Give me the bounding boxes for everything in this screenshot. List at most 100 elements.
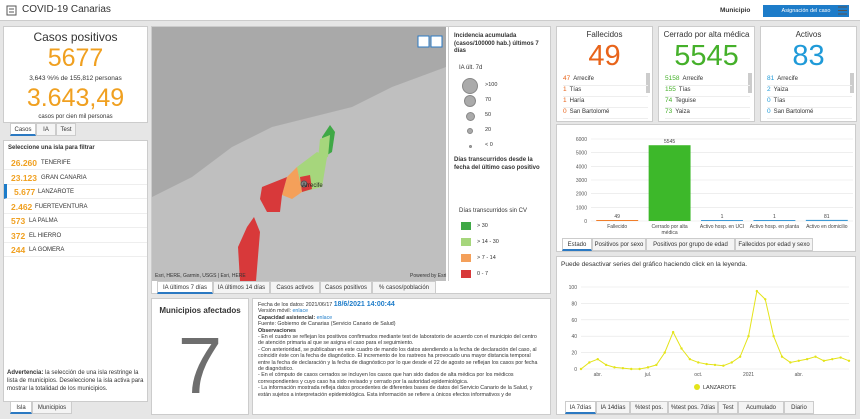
tab[interactable]: Fallecidos por edad y sexo [735, 238, 813, 251]
tab[interactable]: Casos positivos [320, 281, 372, 294]
tab[interactable]: Isla [10, 401, 32, 414]
stat-title: Activos [795, 30, 822, 39]
stat-title: Fallecidos [586, 30, 623, 39]
point [680, 347, 683, 350]
tab[interactable]: Positivos por sexo [592, 238, 646, 251]
tab[interactable]: Acumulado [738, 401, 784, 414]
bar [753, 220, 796, 221]
date-label: Fecha de los datos: 2021/06/17 [258, 302, 334, 308]
tab[interactable]: Estado [562, 238, 592, 251]
stat-value: 49 [588, 40, 621, 72]
bullet: - En el cómputo de casos cerrados se inc… [258, 372, 514, 385]
stat-count: 73 [665, 108, 673, 115]
tab[interactable]: IA últimos 14 días [213, 281, 270, 294]
capacity-link[interactable]: enlace [316, 314, 333, 321]
legend-label: 50 [485, 112, 492, 118]
island-name: FUERTEVENTURA [35, 203, 88, 210]
tab[interactable]: % casos/población [372, 281, 436, 294]
point [747, 335, 750, 338]
tab[interactable]: Positivos por grupo de edad [646, 238, 735, 251]
point [814, 355, 817, 358]
stat-name: Yaiza [773, 87, 789, 93]
legend-bubble [467, 128, 473, 134]
island-name: LA PALMA [29, 218, 58, 224]
tab[interactable]: %test pos. [630, 401, 668, 414]
islands-panel: Seleccione una isla para filtrar 26.260 TE… [3, 140, 148, 402]
menu-icon[interactable] [838, 6, 847, 15]
tab[interactable]: %test pos. 7días [668, 401, 718, 414]
island-row[interactable]: 2.462 FUERTEVENTURA [4, 199, 147, 214]
tab[interactable]: Casos [10, 123, 36, 136]
y-tick-label: 0 [574, 367, 577, 373]
stat-row: 5158 Arrecife [665, 75, 750, 86]
tab[interactable]: IA [36, 123, 56, 136]
stat-name: San Bartolomé [773, 109, 814, 115]
tab[interactable]: Diario [784, 401, 814, 414]
value-label: 5545 [664, 139, 675, 145]
point [847, 359, 851, 362]
y-tick-label: 60 [571, 318, 577, 324]
legend-swatch [461, 270, 471, 278]
island-row[interactable]: 5.677 LANZAROTE [4, 184, 147, 199]
tab[interactable]: Test [56, 123, 76, 136]
island-row[interactable]: 372 EL HIERRO [4, 228, 147, 243]
island-count: 23.123 [11, 172, 37, 183]
x-tick-label: abr. [795, 372, 803, 378]
x-tick-label: Cerrado por alta médica [651, 224, 688, 236]
line-chart: 0 20 40 60 80 100 abr. jul. oct. 2021 abr. LANZAROT… [569, 285, 851, 391]
stat-row: 2 Yaiza [767, 86, 852, 97]
island-yaiza [260, 177, 287, 212]
island-row[interactable]: 244 LA GOMERA [4, 242, 147, 257]
stat-row: 0 San Bartolomé [767, 108, 852, 119]
y-tick-label: 80 [571, 301, 577, 307]
header: COVID-19 Canarias Municipio Asignación d… [0, 0, 860, 21]
tab[interactable]: IA 7días [565, 401, 596, 414]
point [764, 298, 767, 301]
x-tick-label: 2021 [743, 372, 754, 378]
point [822, 359, 826, 362]
tab[interactable]: Test [718, 401, 738, 414]
stat-row: 73 Yaiza [665, 108, 750, 119]
island-row[interactable]: 23.123 GRAN CANARIA [4, 170, 147, 185]
assign-button[interactable]: Asignación del caso [763, 5, 849, 17]
date: 18/6/2021 14:00:44 [333, 301, 395, 308]
stat-row: 1 Tías [563, 86, 648, 97]
tab[interactable]: Municipios [32, 401, 72, 414]
y-tick-label: 6000 [576, 137, 587, 143]
y-tick-label: 0 [584, 219, 587, 225]
tab[interactable]: Casos activos [270, 281, 320, 294]
mobile-link[interactable]: enlace [292, 308, 309, 315]
notes-panel: Fecha de los datos: 2021/06/17 18/6/2021… [252, 298, 551, 415]
legend-label: >100 [485, 82, 498, 88]
island-name: GRAN CANARIA [41, 174, 87, 181]
bar [648, 145, 691, 221]
island-count: 5.677 [14, 187, 36, 197]
island-count: 244 [11, 245, 26, 255]
point [780, 355, 784, 358]
logo [6, 5, 17, 16]
legend-marker [694, 384, 700, 390]
point [722, 364, 725, 367]
island-row[interactable]: 26.260 TENERIFE [4, 155, 147, 170]
stat-row: 81 Arrecife [767, 75, 852, 86]
tab[interactable]: IA 14días [596, 401, 630, 414]
point [755, 289, 759, 293]
stat-panel: Cerrado por alta médica 5545 5158 Arrecife 1… [658, 26, 755, 122]
legend-bubble [462, 78, 478, 94]
map[interactable]: Arrecife [152, 27, 446, 281]
app-title: COVID-19 Canarias [22, 4, 111, 15]
stat-row: 1 Haría [563, 97, 648, 108]
point [831, 357, 834, 361]
island-count: 573 [11, 216, 26, 226]
tab[interactable]: IA últimos 7 días [157, 281, 213, 294]
point [596, 357, 599, 361]
island-row[interactable]: 573 LA PALMA [4, 213, 147, 228]
stat-row: 47 Arrecife [563, 75, 648, 86]
note-line: Fecha de los datos: 2021/06/17 18/6/2021… [258, 301, 543, 308]
point [713, 363, 717, 367]
point [738, 355, 742, 358]
legend-bubble [465, 111, 475, 121]
point [772, 335, 775, 338]
stat-name: Tías [678, 87, 691, 93]
